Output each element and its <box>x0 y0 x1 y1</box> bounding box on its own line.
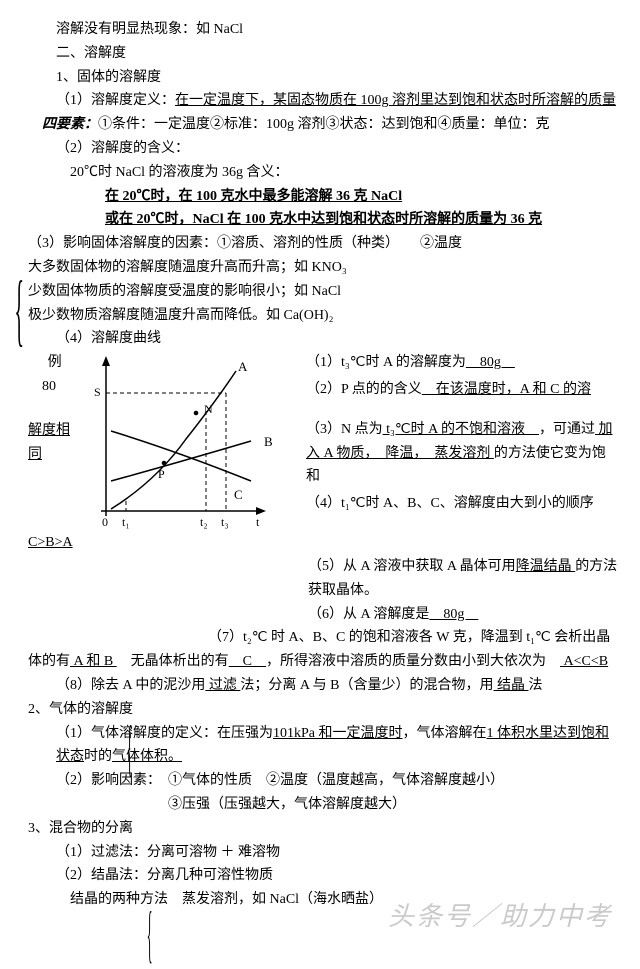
note: （3）N 点为 t₃℃时 A 的不饱和溶液 ，可通过 加入 A 物质， 降温， … <box>306 418 618 489</box>
solubility-chart: A B C S N P 0 t₁ t₂ t₃ t <box>76 351 296 531</box>
svg-text:P: P <box>158 467 165 481</box>
svg-text:C: C <box>234 487 243 502</box>
label: 80 <box>28 375 76 399</box>
line: ③压强（压强越大，气体溶解度越大） <box>28 793 618 817</box>
chart-notes: （1）t₃℃时 A 的溶解度为 80g （2）P 点的的含义 在该温度时，A 和… <box>306 351 618 519</box>
svg-text:B: B <box>264 434 273 449</box>
svg-text:0: 0 <box>102 515 108 529</box>
label: 解度相同 <box>28 419 76 467</box>
line: 少数固体物质的溶解度受温度的影响很小；如 NaCl <box>28 280 618 304</box>
line: （2）影响因素： ①气体的性质 ②温度（温度越高，气体溶解度越小） <box>28 769 618 793</box>
svg-text:t₂: t₂ <box>200 515 208 529</box>
brace-icon: { <box>127 716 133 780</box>
line: （1）过滤法：分离可溶物 ＋ 难溶物 <box>28 841 618 865</box>
line: 极少数物质溶解度随温度升高而降低。如 Ca(OH)₂ <box>28 304 618 328</box>
line: 溶解没有明显热现象：如 NaCl <box>28 18 618 42</box>
line: 或在 20℃时，NaCl 在 100 克水中达到饱和状态时所溶解的质量为 36 … <box>28 208 618 232</box>
line: （8）除去 A 中的泥沙用 过滤 法；分离 A 与 B（含量少）的混合物，用 结… <box>28 674 618 698</box>
brace-icon: { <box>147 902 153 966</box>
line: 四要素：①条件：一定温度②标准：100g 溶剂③状态：达到饱和④质量：单位：克 <box>28 113 618 137</box>
note: （6）从 A 溶解度是 80g <box>308 603 618 627</box>
line: （1）溶解度定义：在一定温度下，某固态物质在 100g 溶剂里达到饱和状态时所溶… <box>28 89 618 113</box>
line: （2）溶解度的含义： <box>28 137 618 161</box>
label: 例 <box>28 351 76 375</box>
svg-text:S: S <box>94 385 101 399</box>
brace-icon: { <box>14 270 24 350</box>
svg-text:t: t <box>256 515 260 529</box>
note: （4）t₁℃时 A、B、C、溶解度由大到小的顺序 <box>306 492 618 516</box>
line: （4）溶解度曲线 <box>28 327 618 351</box>
line: （3）影响固体溶解度的因素：①溶质、溶剂的性质（种类） ②温度 <box>28 232 618 256</box>
line: 大多数固体物的溶解度随温度升高而升高；如 KNO₃ <box>28 256 618 280</box>
note: （5）从 A 溶液中获取 A 晶体可用降温结晶 的方法获取晶体。 <box>308 555 618 603</box>
line: （2）结晶法：分离几种可溶性物质 <box>28 864 618 888</box>
line: 2、气体的溶解度 <box>28 698 618 722</box>
heading-2: 二、溶解度 <box>28 42 618 66</box>
line: 结晶的两种方法 蒸发溶剂，如 NaCl（海水晒盐） <box>28 888 618 912</box>
svg-text:t₁: t₁ <box>122 515 130 529</box>
note: （1）t₃℃时 A 的溶解度为 80g <box>306 351 618 375</box>
line: 20℃时 NaCl 的溶液度为 36g 含义： <box>28 161 618 185</box>
chart-and-notes: 例 80 解度相同 A B C S N <box>28 351 618 531</box>
svg-text:t₃: t₃ <box>221 515 229 529</box>
line: 1、固体的溶解度 <box>28 66 618 90</box>
line: （7）t₂℃ 时 A、B、C 的饱和溶液各 W 克，降温到 t₁℃ 会析出晶体的… <box>28 626 618 674</box>
svg-text:A: A <box>238 359 248 374</box>
line: 在 20℃时，在 100 克水中最多能溶解 36 克 NaCl <box>28 185 618 209</box>
svg-text:N: N <box>204 402 213 416</box>
line: （1）气体溶解度的定义：在压强为101kPa 和一定温度时，气体溶解在1 体积水… <box>28 722 618 770</box>
note: C>B>A <box>28 531 618 555</box>
line: 3、混合物的分离 <box>28 817 618 841</box>
note: （2）P 点的的含义 在该温度时，A 和 C 的溶 <box>306 378 618 402</box>
